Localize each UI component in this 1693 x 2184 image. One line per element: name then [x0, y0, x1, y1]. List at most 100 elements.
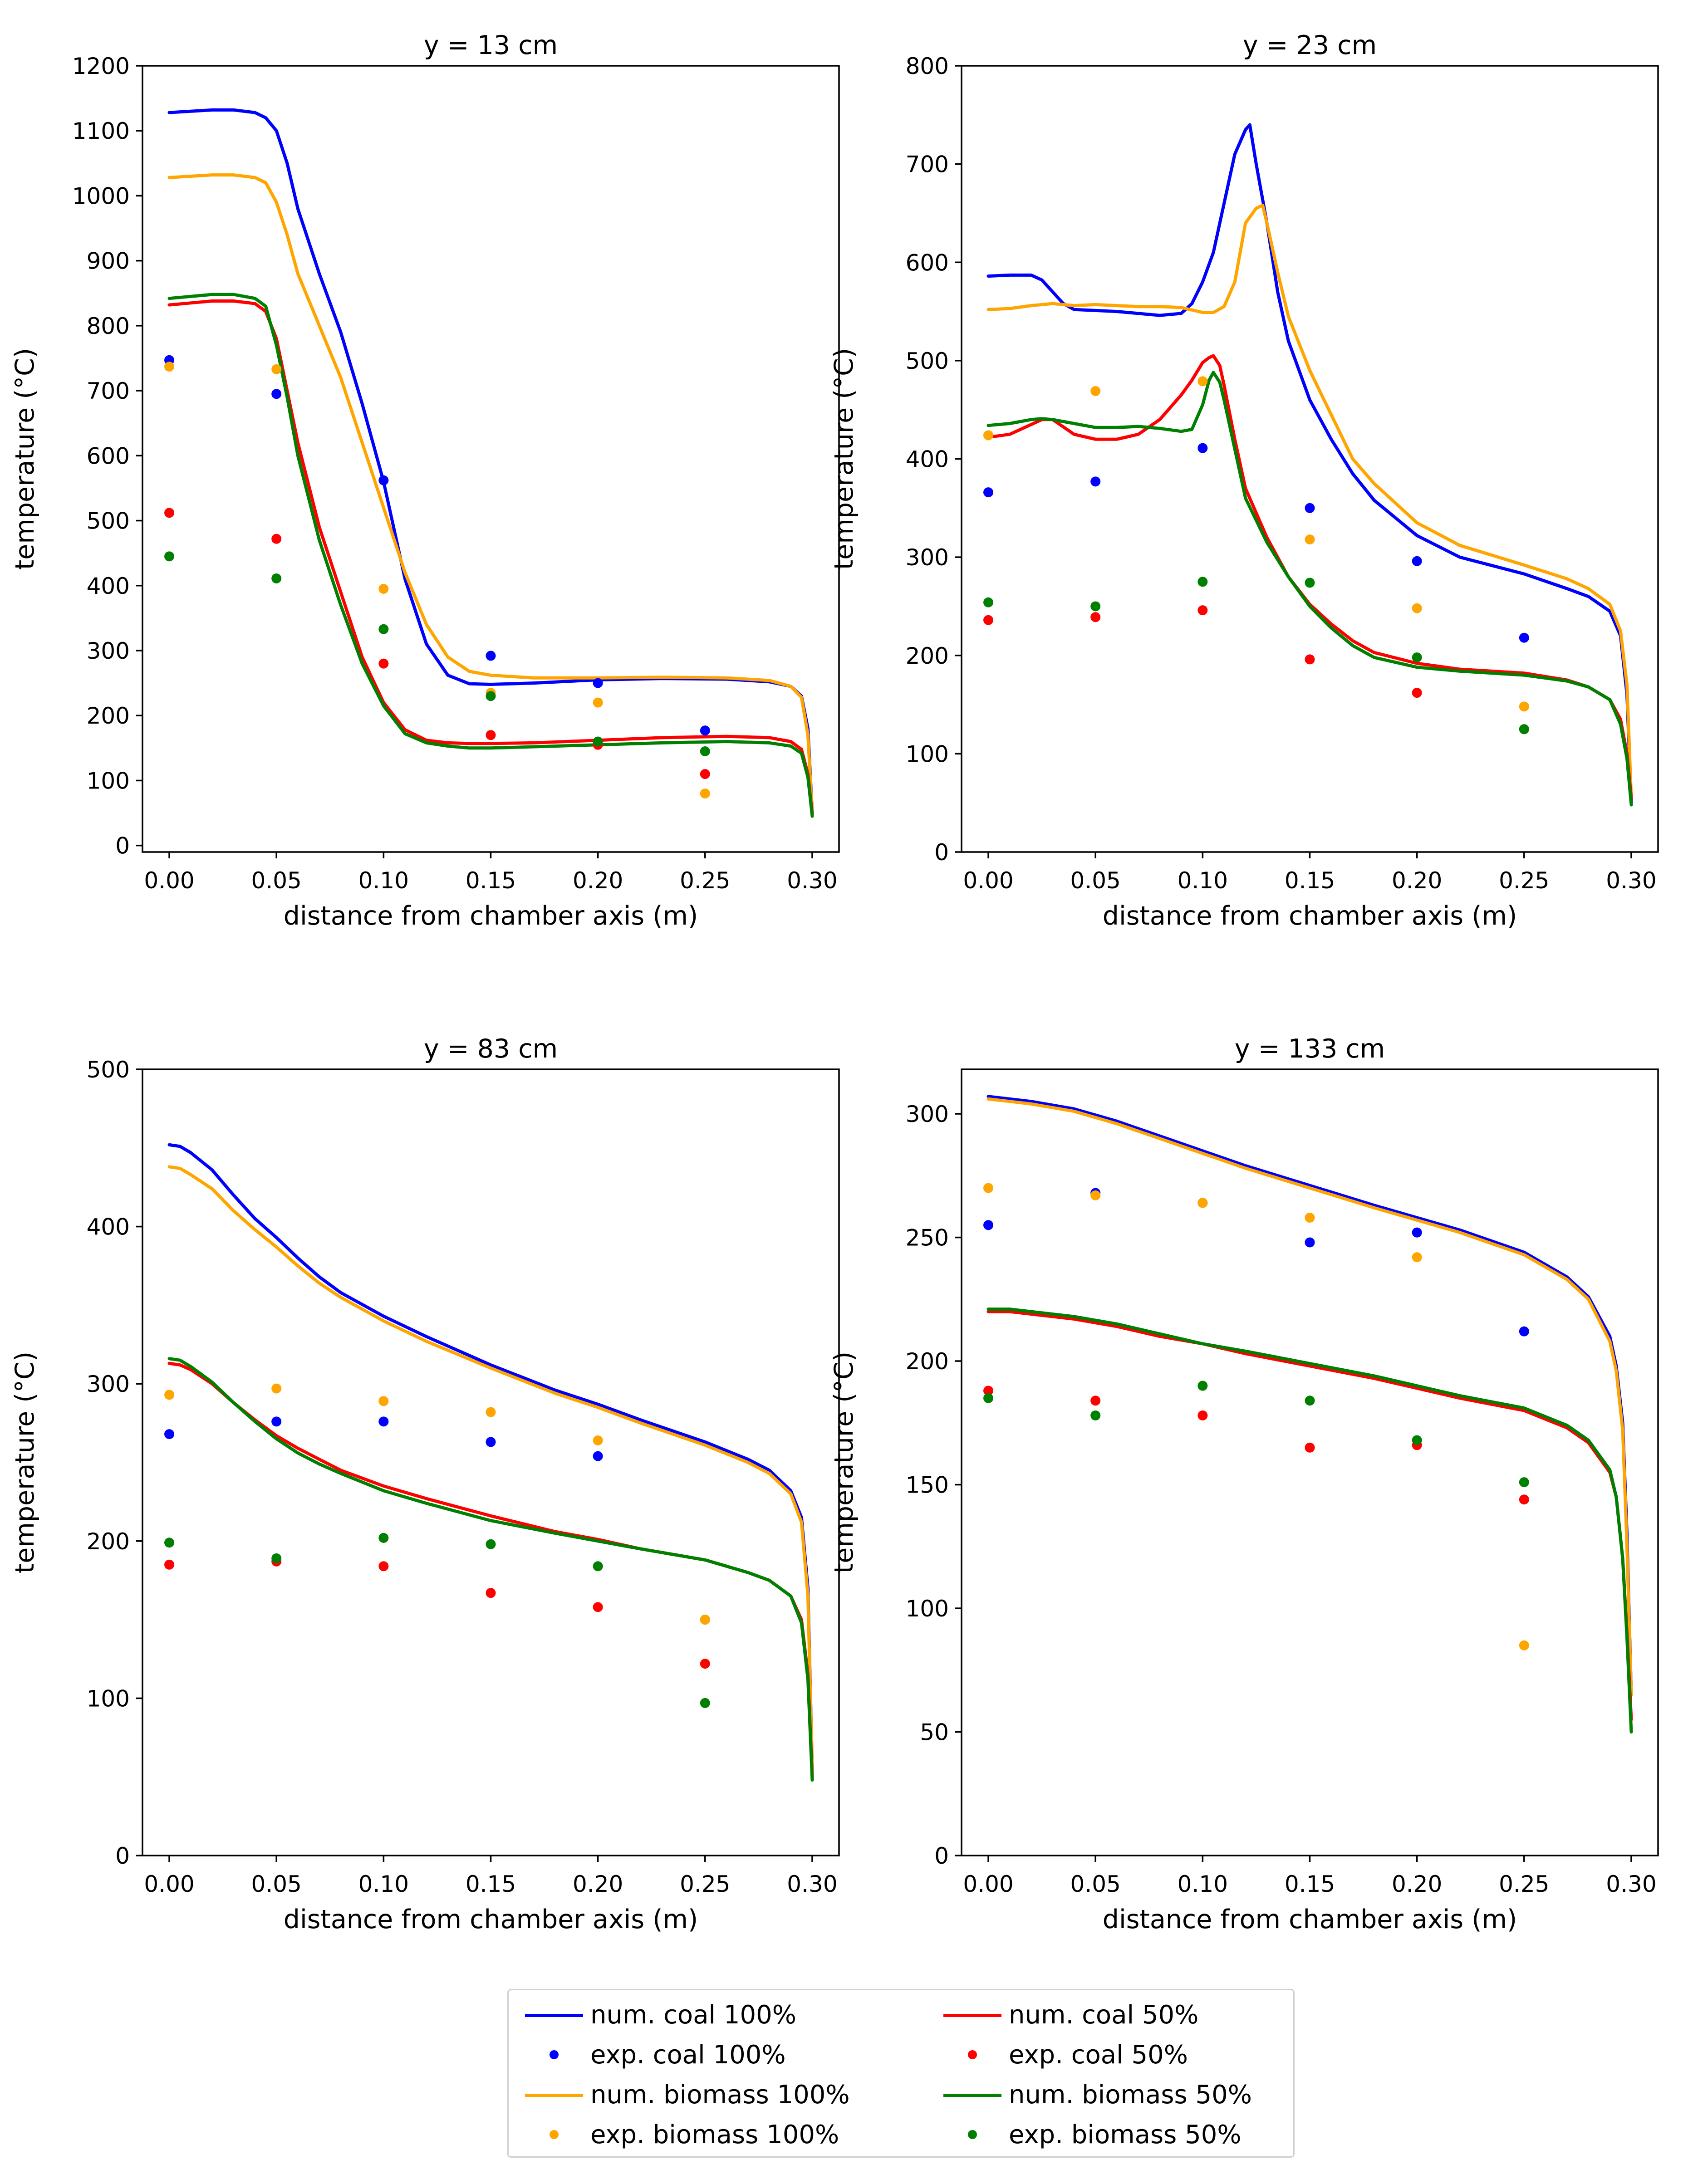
y-axis-label: temperature (°C)	[10, 1352, 40, 1573]
data-point-exp-biomass-50	[164, 551, 175, 562]
legend: num. coal 100% exp. coal 100% num. bioma…	[507, 1989, 1295, 2158]
data-point-exp-biomass-100	[271, 1383, 282, 1394]
data-point-exp-coal-100	[486, 1437, 496, 1447]
x-tick-label: 0.30	[1606, 867, 1656, 894]
data-point-exp-coal-50	[486, 730, 496, 740]
y-tick-label: 600	[87, 443, 130, 469]
plot-frame	[142, 1068, 840, 1856]
data-point-exp-coal-100	[1197, 443, 1208, 453]
y-tick-label: 500	[87, 1057, 130, 1083]
x-tick-label: 0.15	[466, 1871, 516, 1897]
series-line-num-biomass-100	[986, 1097, 1633, 1697]
data-point-exp-coal-50	[1197, 1410, 1208, 1420]
y-tick-label: 250	[906, 1225, 949, 1251]
y-tick-label: 150	[906, 1472, 949, 1498]
y-tick-label: 400	[87, 573, 130, 599]
legend-item-num-biomass-100: num. biomass 100%	[518, 2076, 850, 2113]
data-point-exp-biomass-50	[593, 1561, 603, 1572]
data-point-exp-biomass-100	[983, 1183, 994, 1193]
y-tick-label: 0	[934, 1843, 949, 1869]
data-point-exp-coal-50	[1090, 1396, 1101, 1406]
legend-swatch	[943, 2094, 1001, 2097]
y-tick-label: 200	[87, 1528, 130, 1555]
legend-item-num-biomass-50: num. biomass 50%	[936, 2076, 1252, 2113]
data-point-exp-coal-50	[700, 1659, 710, 1669]
series-line-num-coal-50	[986, 1310, 1633, 1721]
data-point-exp-biomass-100	[271, 364, 282, 374]
plot-frame	[961, 65, 1659, 853]
chart-title: y = 13 cm	[424, 30, 558, 60]
data-point-exp-biomass-50	[1305, 1396, 1315, 1406]
data-point-exp-biomass-100	[378, 1396, 389, 1406]
data-point-exp-coal-100	[164, 1429, 175, 1440]
data-point-exp-coal-50	[486, 1588, 496, 1598]
data-point-exp-biomass-100	[1090, 1190, 1101, 1200]
data-point-exp-biomass-50	[486, 691, 496, 701]
legend-label: exp. biomass 100%	[590, 2120, 839, 2150]
data-point-exp-coal-100	[593, 1451, 603, 1461]
data-point-exp-coal-50	[983, 1386, 994, 1396]
x-tick-label: 0.25	[680, 1871, 730, 1897]
series-line-num-biomass-100	[167, 1165, 814, 1771]
x-tick-label: 0.25	[1499, 1871, 1549, 1897]
x-tick-label: 0.00	[963, 867, 1013, 894]
data-point-exp-coal-100	[1090, 476, 1101, 487]
x-tick-label: 0.10	[1178, 1871, 1228, 1897]
data-point-exp-coal-100	[593, 678, 603, 688]
y-tick-label: 200	[906, 643, 949, 669]
legend-line-icon	[518, 2076, 590, 2113]
legend-label: num. coal 50%	[1009, 2000, 1199, 2030]
legend-label: num. biomass 50%	[1009, 2080, 1252, 2110]
data-point-exp-coal-50	[983, 615, 994, 625]
data-point-exp-coal-50	[1090, 612, 1101, 622]
data-point-exp-biomass-50	[1197, 577, 1208, 587]
legend-dot-icon	[518, 2037, 590, 2073]
x-tick-label: 0.20	[573, 867, 623, 894]
x-tick-label: 0.20	[573, 1871, 623, 1897]
x-tick-label: 0.00	[963, 1871, 1013, 1897]
legend-item-num-coal-50: num. coal 50%	[936, 1997, 1198, 2033]
y-tick-label: 200	[906, 1348, 949, 1375]
data-point-exp-biomass-100	[593, 1435, 603, 1445]
legend-label: num. biomass 100%	[590, 2080, 850, 2110]
data-point-exp-biomass-100	[1197, 1198, 1208, 1208]
data-point-exp-coal-50	[378, 658, 389, 669]
data-point-exp-biomass-100	[164, 362, 175, 372]
legend-swatch	[943, 2014, 1001, 2017]
data-point-exp-biomass-50	[700, 746, 710, 757]
data-point-exp-biomass-50	[700, 1698, 710, 1708]
y-tick-label: 700	[87, 378, 130, 404]
data-point-exp-coal-50	[1197, 605, 1208, 616]
data-point-exp-coal-100	[1412, 1227, 1422, 1238]
data-point-exp-biomass-100	[1412, 603, 1422, 613]
x-tick-label: 0.05	[1070, 867, 1121, 894]
y-tick-label: 1200	[72, 53, 130, 79]
data-point-exp-biomass-50	[1090, 601, 1101, 612]
data-point-exp-biomass-100	[1305, 534, 1315, 545]
data-point-exp-coal-100	[1519, 632, 1529, 643]
data-point-exp-biomass-100	[164, 1390, 175, 1400]
data-point-exp-biomass-50	[1412, 1435, 1422, 1445]
data-point-exp-coal-100	[1305, 503, 1315, 513]
legend-item-num-coal-100: num. coal 100%	[518, 1997, 796, 2033]
data-point-exp-biomass-100	[1305, 1212, 1315, 1223]
data-point-exp-biomass-50	[1519, 724, 1529, 735]
data-point-exp-biomass-100	[1412, 1252, 1422, 1263]
y-axis-label: temperature (°C)	[829, 1352, 859, 1573]
legend-line-icon	[936, 1997, 1009, 2033]
data-point-exp-coal-50	[1519, 1494, 1529, 1505]
data-point-exp-coal-100	[700, 725, 710, 736]
data-point-exp-coal-100	[1305, 1237, 1315, 1248]
legend-line-icon	[518, 1997, 590, 2033]
data-point-exp-biomass-100	[486, 1407, 496, 1417]
data-point-exp-biomass-50	[164, 1538, 175, 1548]
series-line-num-coal-100	[167, 1143, 814, 1771]
data-point-exp-coal-50	[164, 1559, 175, 1570]
y-tick-label: 100	[906, 741, 949, 767]
data-point-exp-biomass-100	[700, 1615, 710, 1625]
data-point-exp-biomass-50	[378, 624, 389, 634]
y-tick-label: 300	[906, 1101, 949, 1127]
data-point-exp-biomass-50	[486, 1539, 496, 1549]
chart-panel-1: 0.00 0.05 0.10 0.15 0.20 0.25 0.30 0 100 200 300 40…	[10, 30, 840, 931]
